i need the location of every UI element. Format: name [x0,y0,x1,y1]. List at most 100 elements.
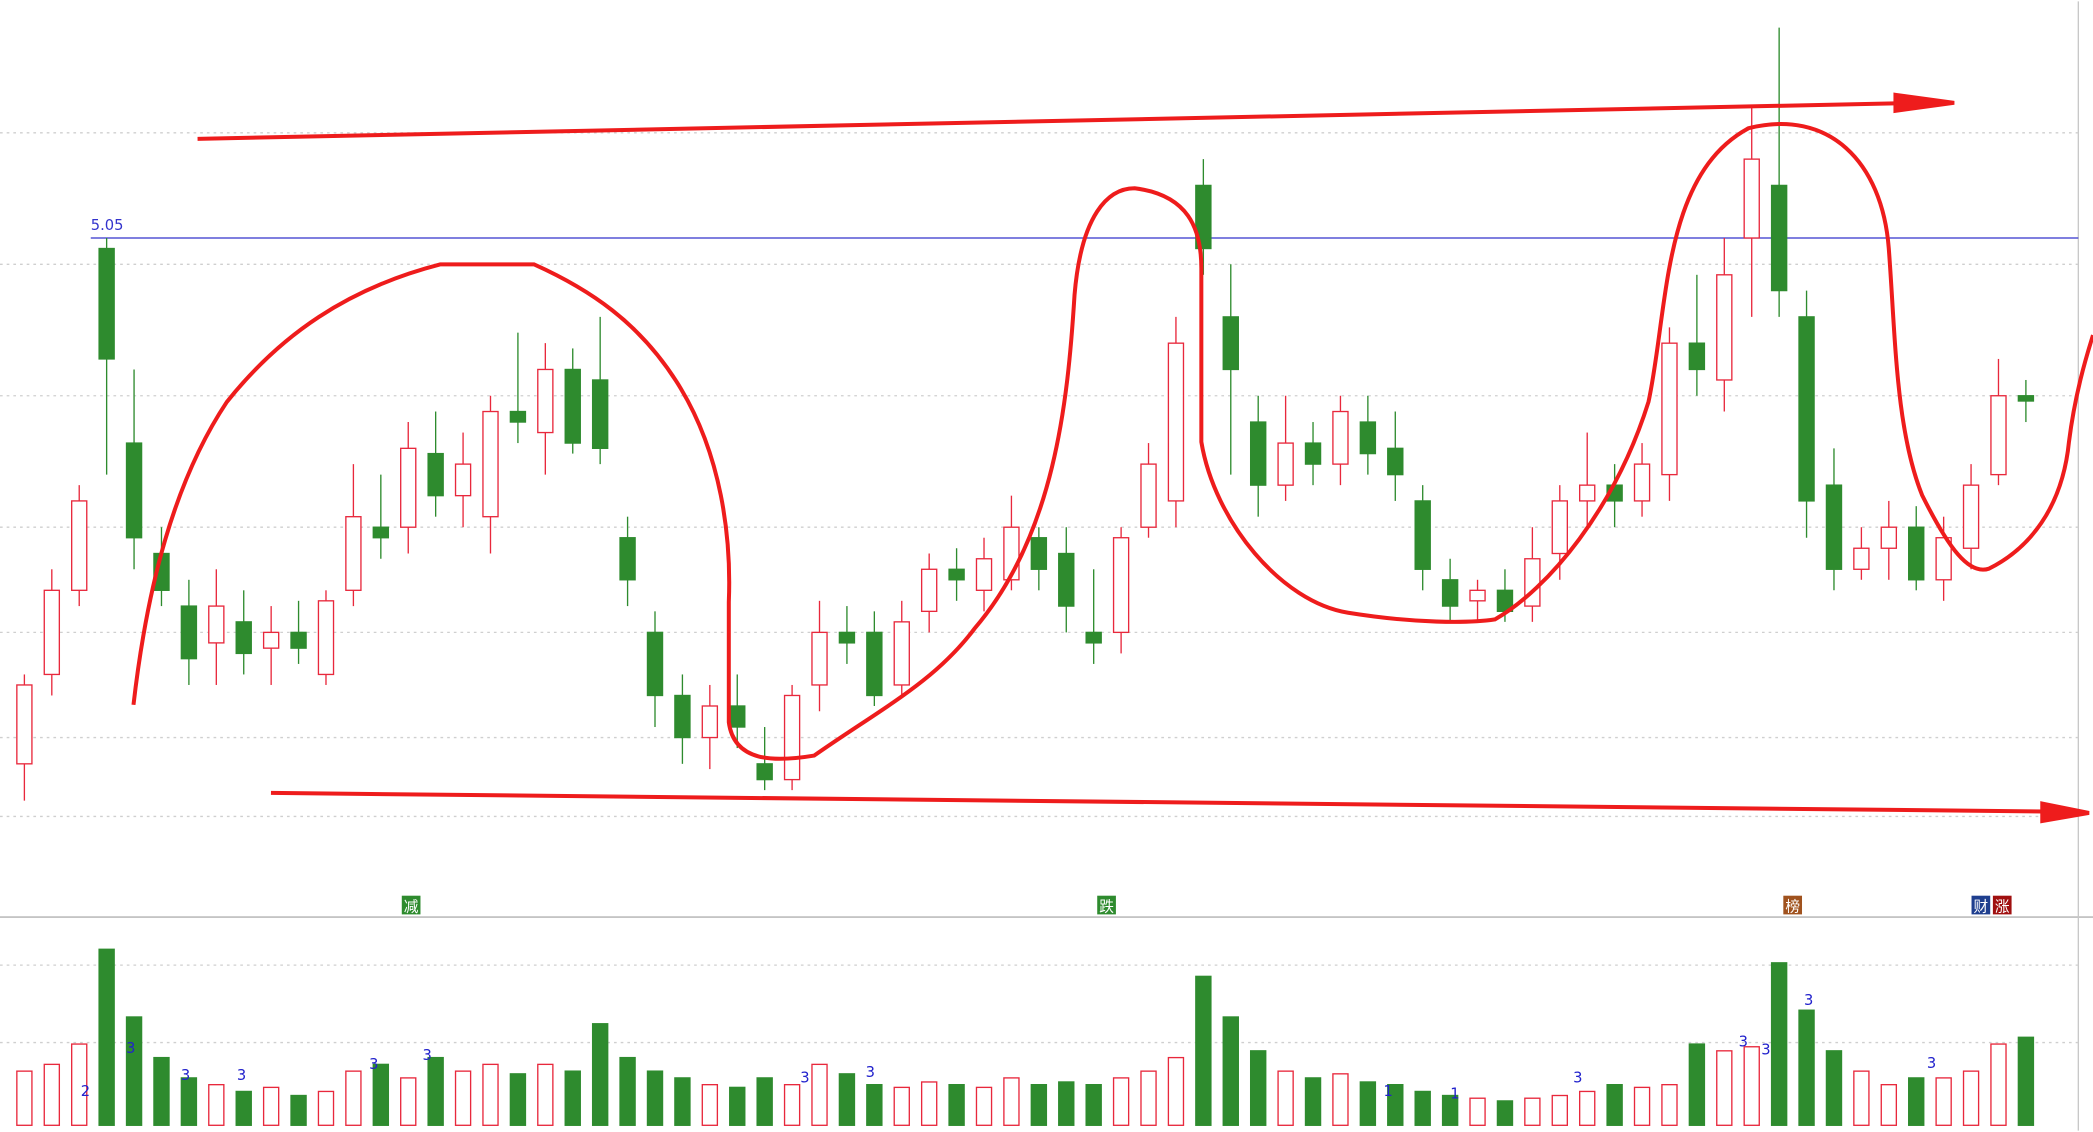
volume-signal: 3 [1573,1070,1582,1087]
candle-body [811,631,828,686]
candle-body [208,605,225,644]
candle-body [838,631,856,644]
volume-bar [1661,1084,1678,1126]
volume-bar [1579,1090,1596,1126]
volume-bar [893,1086,910,1126]
event-marker-box [1783,895,1803,915]
volume-bar [1935,1077,1952,1126]
volume-signal: 3 [1927,1055,1936,1072]
volume-bar [1140,1070,1157,1126]
candle-body [701,705,719,739]
volume-bar [262,1086,280,1126]
event-marker: 减 [404,899,419,916]
candle-body [180,605,198,660]
volume-bar [1688,1043,1706,1126]
candle-body [1387,447,1404,476]
candle-body [1743,158,1760,239]
candle-body [1030,537,1048,570]
candle-body [482,410,499,518]
candle-body [345,516,362,591]
candle-body [866,631,883,697]
volume-bar [2017,1036,2035,1126]
volume-bar [482,1063,499,1126]
volume-bar [1962,1070,1980,1126]
trend-line [197,100,1923,141]
candles [16,27,2035,801]
candle-body [2017,395,2035,402]
volume-bar [1606,1084,1623,1126]
candle-body [1222,316,1239,371]
volume-bar [1551,1094,1569,1126]
volume-signal: 3 [1761,1042,1770,1059]
volume-bar [1798,1009,1815,1126]
candle-body [1414,500,1431,570]
volume-bar [1414,1090,1431,1126]
volume-bar [1825,1050,1843,1126]
volume-bar [16,1070,33,1126]
volume-bar [1277,1070,1294,1126]
volume-bar [1387,1084,1404,1126]
candle-body [1195,184,1212,250]
volume-bar [345,1070,362,1126]
volume-bar [1743,1046,1760,1126]
volume-bar [838,1073,856,1126]
annotations [131,92,2093,824]
volume-bar [1112,1077,1130,1126]
volume-bar [1167,1056,1185,1126]
volume-bar [729,1086,746,1126]
volume-bar [1304,1077,1322,1126]
volume-bar [153,1056,170,1126]
candle-body [1579,484,1596,502]
volume-bar [1332,1073,1349,1126]
volume-bar [1496,1100,1514,1126]
volume-signal: 3 [369,1056,378,1073]
volume-signal: 3 [422,1047,431,1064]
labels: 5.05减跌榜财涨233 3333 31 133 333 [81,217,2012,1103]
candle-body [537,368,554,434]
event-marker-box [401,895,421,915]
candle-body [920,568,938,613]
volume-bar [537,1063,554,1126]
volume-bar [1222,1016,1239,1126]
volume-bar [646,1070,664,1126]
candle-body [1140,463,1157,528]
candle-body [1058,552,1075,607]
candle-body [1277,442,1294,486]
volume-bar [317,1090,335,1126]
volume-bar [1990,1043,2007,1126]
volume-signal: 3 [181,1067,190,1084]
event-marker-box [1992,895,2012,915]
candle-body [372,526,390,539]
volume-signal: 3 [1739,1034,1748,1051]
volume-bar [866,1084,883,1126]
candle-body [975,558,993,591]
candle-body [1633,463,1651,502]
candle-body [262,631,280,649]
candle-body [1798,316,1815,502]
volume-bar [1195,975,1212,1126]
volume-bar [400,1077,417,1126]
candle-body [1962,484,1980,549]
event-marker-box [1971,895,1991,915]
candle-body [1304,442,1322,465]
candle-body [1249,421,1267,486]
candle-body [43,589,61,676]
volume-bar [564,1070,581,1126]
volume-bar [290,1094,307,1126]
volume-bar [975,1086,993,1126]
volume-bar [1633,1086,1651,1126]
volume-signal: 2 [81,1083,90,1100]
volume-bar [1469,1097,1486,1126]
event-marker-box [1097,895,1116,915]
volume-bar [1880,1084,1898,1126]
volume-bar [783,1084,801,1126]
candle-body [1551,500,1569,555]
volume-bar [1249,1050,1267,1126]
volume-bar [948,1084,965,1126]
volume-bar [1441,1094,1459,1126]
volume-bar [98,948,115,1126]
candle-body [71,500,88,591]
volume-signal: 3 [1804,992,1813,1009]
candle-body [756,763,773,781]
candle-body [1770,184,1788,292]
